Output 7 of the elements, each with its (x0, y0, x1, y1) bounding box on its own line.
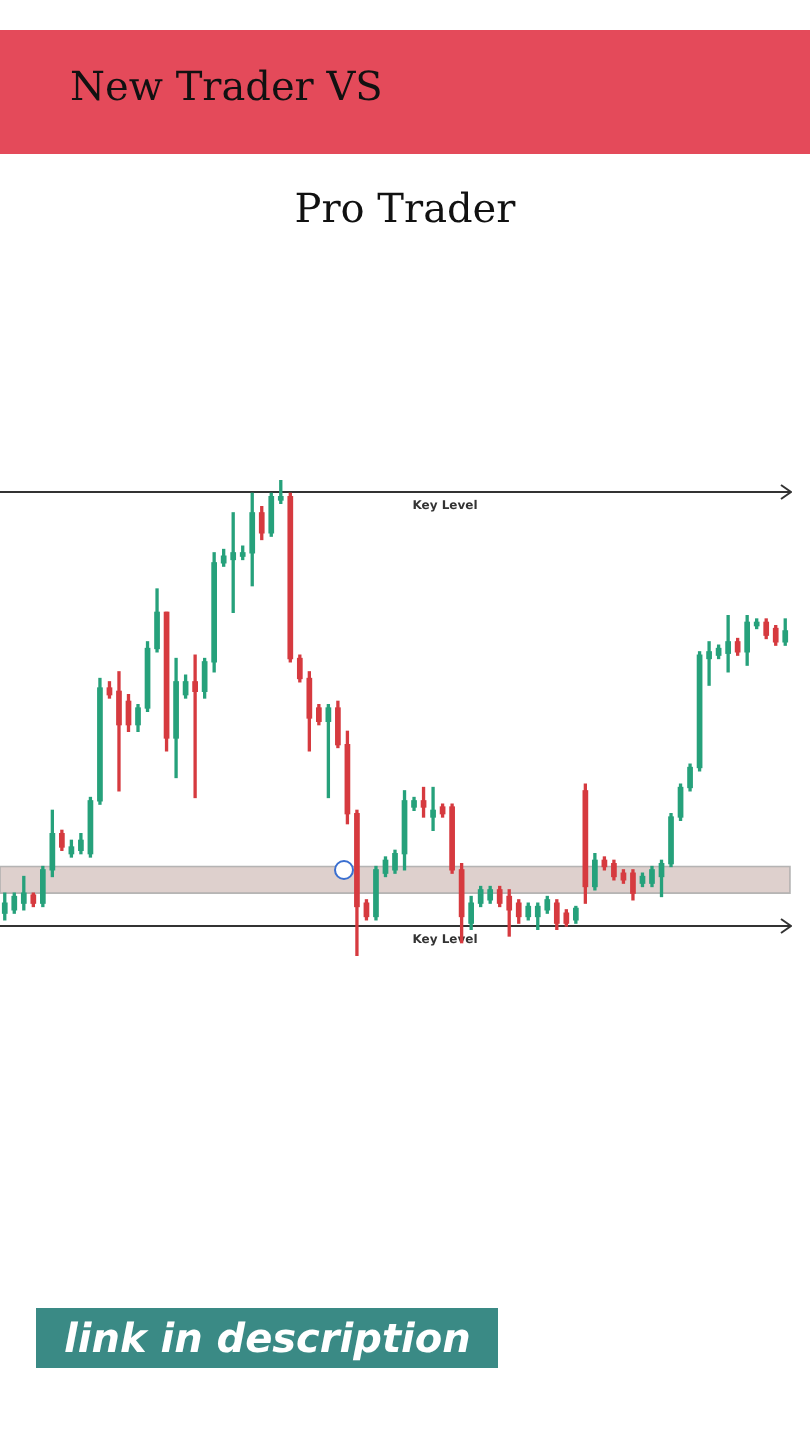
candlestick (706, 641, 712, 686)
chart-subtitle: Pro Trader (292, 184, 518, 232)
candlestick (430, 786, 436, 831)
candlestick (725, 615, 731, 673)
candlestick (192, 654, 198, 799)
chart-title: New Trader VS (70, 62, 383, 110)
text: link in description (36, 1308, 499, 1368)
